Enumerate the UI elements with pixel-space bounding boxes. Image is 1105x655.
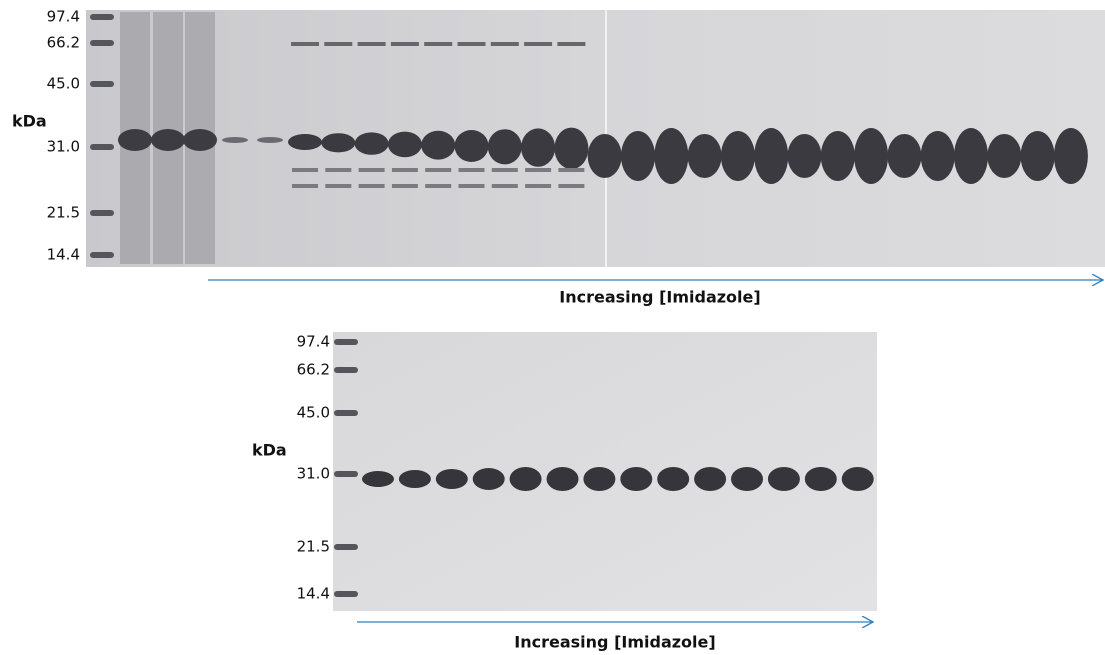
protein-band xyxy=(288,134,322,150)
unit-label: kDa xyxy=(252,441,287,460)
minor-band xyxy=(558,168,585,172)
protein-band xyxy=(767,467,800,491)
protein-band xyxy=(554,127,589,170)
minor-band xyxy=(357,42,386,46)
marker-label: 66.2 xyxy=(47,34,80,52)
minor-band xyxy=(525,168,552,172)
protein-band xyxy=(694,467,727,491)
ladder-band xyxy=(334,367,358,373)
protein-band xyxy=(583,467,616,491)
minor-band xyxy=(491,168,518,172)
marker-label: 31.0 xyxy=(297,465,330,483)
ladder-band xyxy=(90,252,114,258)
protein-band xyxy=(987,134,1022,178)
protein-band xyxy=(754,128,789,184)
minor-band xyxy=(358,184,385,188)
protein-band xyxy=(820,131,855,181)
protein-band xyxy=(841,467,874,491)
protein-band xyxy=(387,131,422,158)
minor-band xyxy=(458,184,485,188)
minor-band xyxy=(425,168,452,172)
minor-band xyxy=(425,184,452,188)
minor-band xyxy=(457,42,486,46)
protein-band xyxy=(787,134,822,178)
protein-band xyxy=(454,130,489,162)
ladder-band xyxy=(90,210,114,216)
minor-band xyxy=(557,42,586,46)
arrow-label: Increasing [Imidazole] xyxy=(514,633,715,652)
marker-label: 45.0 xyxy=(47,75,80,93)
protein-band xyxy=(435,469,468,489)
ladder-band xyxy=(90,40,114,46)
ladder-band xyxy=(334,544,358,550)
protein-band xyxy=(546,467,579,491)
marker-label: 21.5 xyxy=(47,204,80,222)
protein-band xyxy=(587,134,622,178)
minor-band xyxy=(490,42,519,46)
protein-band xyxy=(509,467,542,491)
ladder-band xyxy=(90,144,114,150)
protein-band xyxy=(421,130,456,160)
minor-band xyxy=(525,184,552,188)
protein-band xyxy=(222,137,248,143)
marker-label: 66.2 xyxy=(297,361,330,379)
minor-band xyxy=(424,42,453,46)
protein-band xyxy=(657,467,690,491)
ladder-band xyxy=(334,410,358,416)
protein-band xyxy=(118,129,152,151)
marker-label: 45.0 xyxy=(297,404,330,422)
marker-label: 14.4 xyxy=(297,585,330,603)
protein-band xyxy=(654,128,689,184)
marker-label: 31.0 xyxy=(47,138,80,156)
protein-band xyxy=(321,133,356,153)
ladder-band xyxy=(334,471,358,477)
protein-band xyxy=(183,129,217,151)
minor-band xyxy=(324,42,353,46)
minor-band xyxy=(325,184,352,188)
marker-label: 21.5 xyxy=(297,538,330,556)
protein-band xyxy=(954,128,988,184)
protein-band xyxy=(487,129,522,165)
protein-band xyxy=(731,467,763,491)
ladder-band xyxy=(90,81,114,87)
minor-band xyxy=(292,168,318,172)
minor-band xyxy=(292,184,318,188)
arrow-label: Increasing [Imidazole] xyxy=(559,288,760,307)
ladder-band xyxy=(334,339,358,345)
marker-label: 97.4 xyxy=(47,8,80,26)
unit-label: kDa xyxy=(12,112,47,131)
protein-band xyxy=(1020,131,1055,181)
protein-band xyxy=(472,468,505,490)
minor-band xyxy=(391,184,418,188)
protein-band xyxy=(257,137,283,143)
marker-label: 97.4 xyxy=(297,333,330,351)
minor-band xyxy=(390,42,419,46)
minor-band xyxy=(558,184,585,188)
minor-band xyxy=(491,184,518,188)
minor-band xyxy=(358,168,385,172)
ladder-band xyxy=(90,14,114,20)
protein-band xyxy=(521,128,556,167)
minor-band xyxy=(524,42,553,46)
protein-band xyxy=(151,129,185,151)
protein-band xyxy=(398,470,431,488)
protein-band xyxy=(887,134,922,178)
protein-band xyxy=(920,131,955,181)
protein-band xyxy=(720,131,755,181)
protein-band xyxy=(854,128,889,184)
protein-band xyxy=(804,467,837,491)
protein-band xyxy=(621,131,655,181)
minor-band xyxy=(291,42,319,46)
protein-band xyxy=(687,134,722,178)
protein-band xyxy=(620,467,653,491)
minor-band xyxy=(325,168,352,172)
minor-band xyxy=(458,168,485,172)
marker-label: 14.4 xyxy=(47,246,80,264)
ladder-band xyxy=(334,591,358,597)
protein-band xyxy=(354,132,389,155)
minor-band xyxy=(391,168,418,172)
protein-band xyxy=(362,471,394,487)
protein-band xyxy=(1053,128,1088,184)
